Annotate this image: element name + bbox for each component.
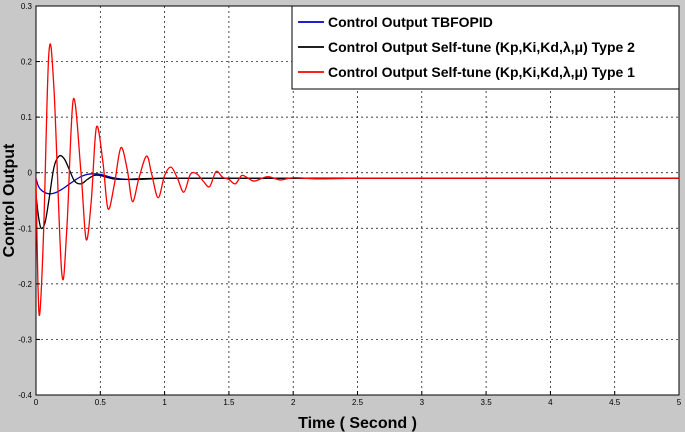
y-tick-label: 0.1: [21, 113, 33, 122]
x-tick-label: 2: [291, 398, 296, 407]
x-tick-label: 4: [548, 398, 553, 407]
y-tick-label: 0.2: [21, 58, 33, 67]
y-tick-label: -0.1: [18, 224, 32, 233]
x-tick-label: 3: [420, 398, 425, 407]
series-line-2: [36, 154, 679, 230]
legend-box: [291, 5, 680, 90]
x-tick-label: 0.5: [95, 398, 107, 407]
x-tick-label: 3.5: [481, 398, 493, 407]
legend-label-3: Control Output Self-tune (Kp,Ki,Kd,λ,μ) …: [328, 64, 635, 80]
y-tick-label: 0.3: [21, 2, 33, 11]
series-line-3: [36, 43, 679, 316]
legend-label-2: Control Output Self-tune (Kp,Ki,Kd,λ,μ) …: [328, 39, 635, 55]
y-tick-label: -0.2: [18, 280, 32, 289]
x-axis-label: Time ( Second ): [298, 415, 417, 432]
y-tick-label: -0.4: [18, 391, 32, 400]
legend-label-1: Control Output TBFOPID: [328, 14, 493, 30]
x-tick-label: 0: [34, 398, 39, 407]
y-tick-label: 0: [28, 169, 33, 178]
y-tick-label: -0.3: [18, 335, 32, 344]
legend: Control Output TBFOPID Control Output Sel…: [291, 5, 680, 90]
x-tick-label: 1.5: [223, 398, 235, 407]
x-tick-label: 4.5: [609, 398, 621, 407]
series-layer: [36, 43, 679, 316]
tick-labels: 0 0.5 1 1.5 2 2.5 3 3.5 4 4.5 5 0.3 0.2 0.1 0 -0.1 -0.2 -…: [18, 2, 682, 407]
x-tick-label: 5: [677, 398, 682, 407]
x-tick-label: 2.5: [352, 398, 364, 407]
y-axis-label: Control Output: [1, 143, 18, 257]
x-tick-label: 1: [162, 398, 167, 407]
